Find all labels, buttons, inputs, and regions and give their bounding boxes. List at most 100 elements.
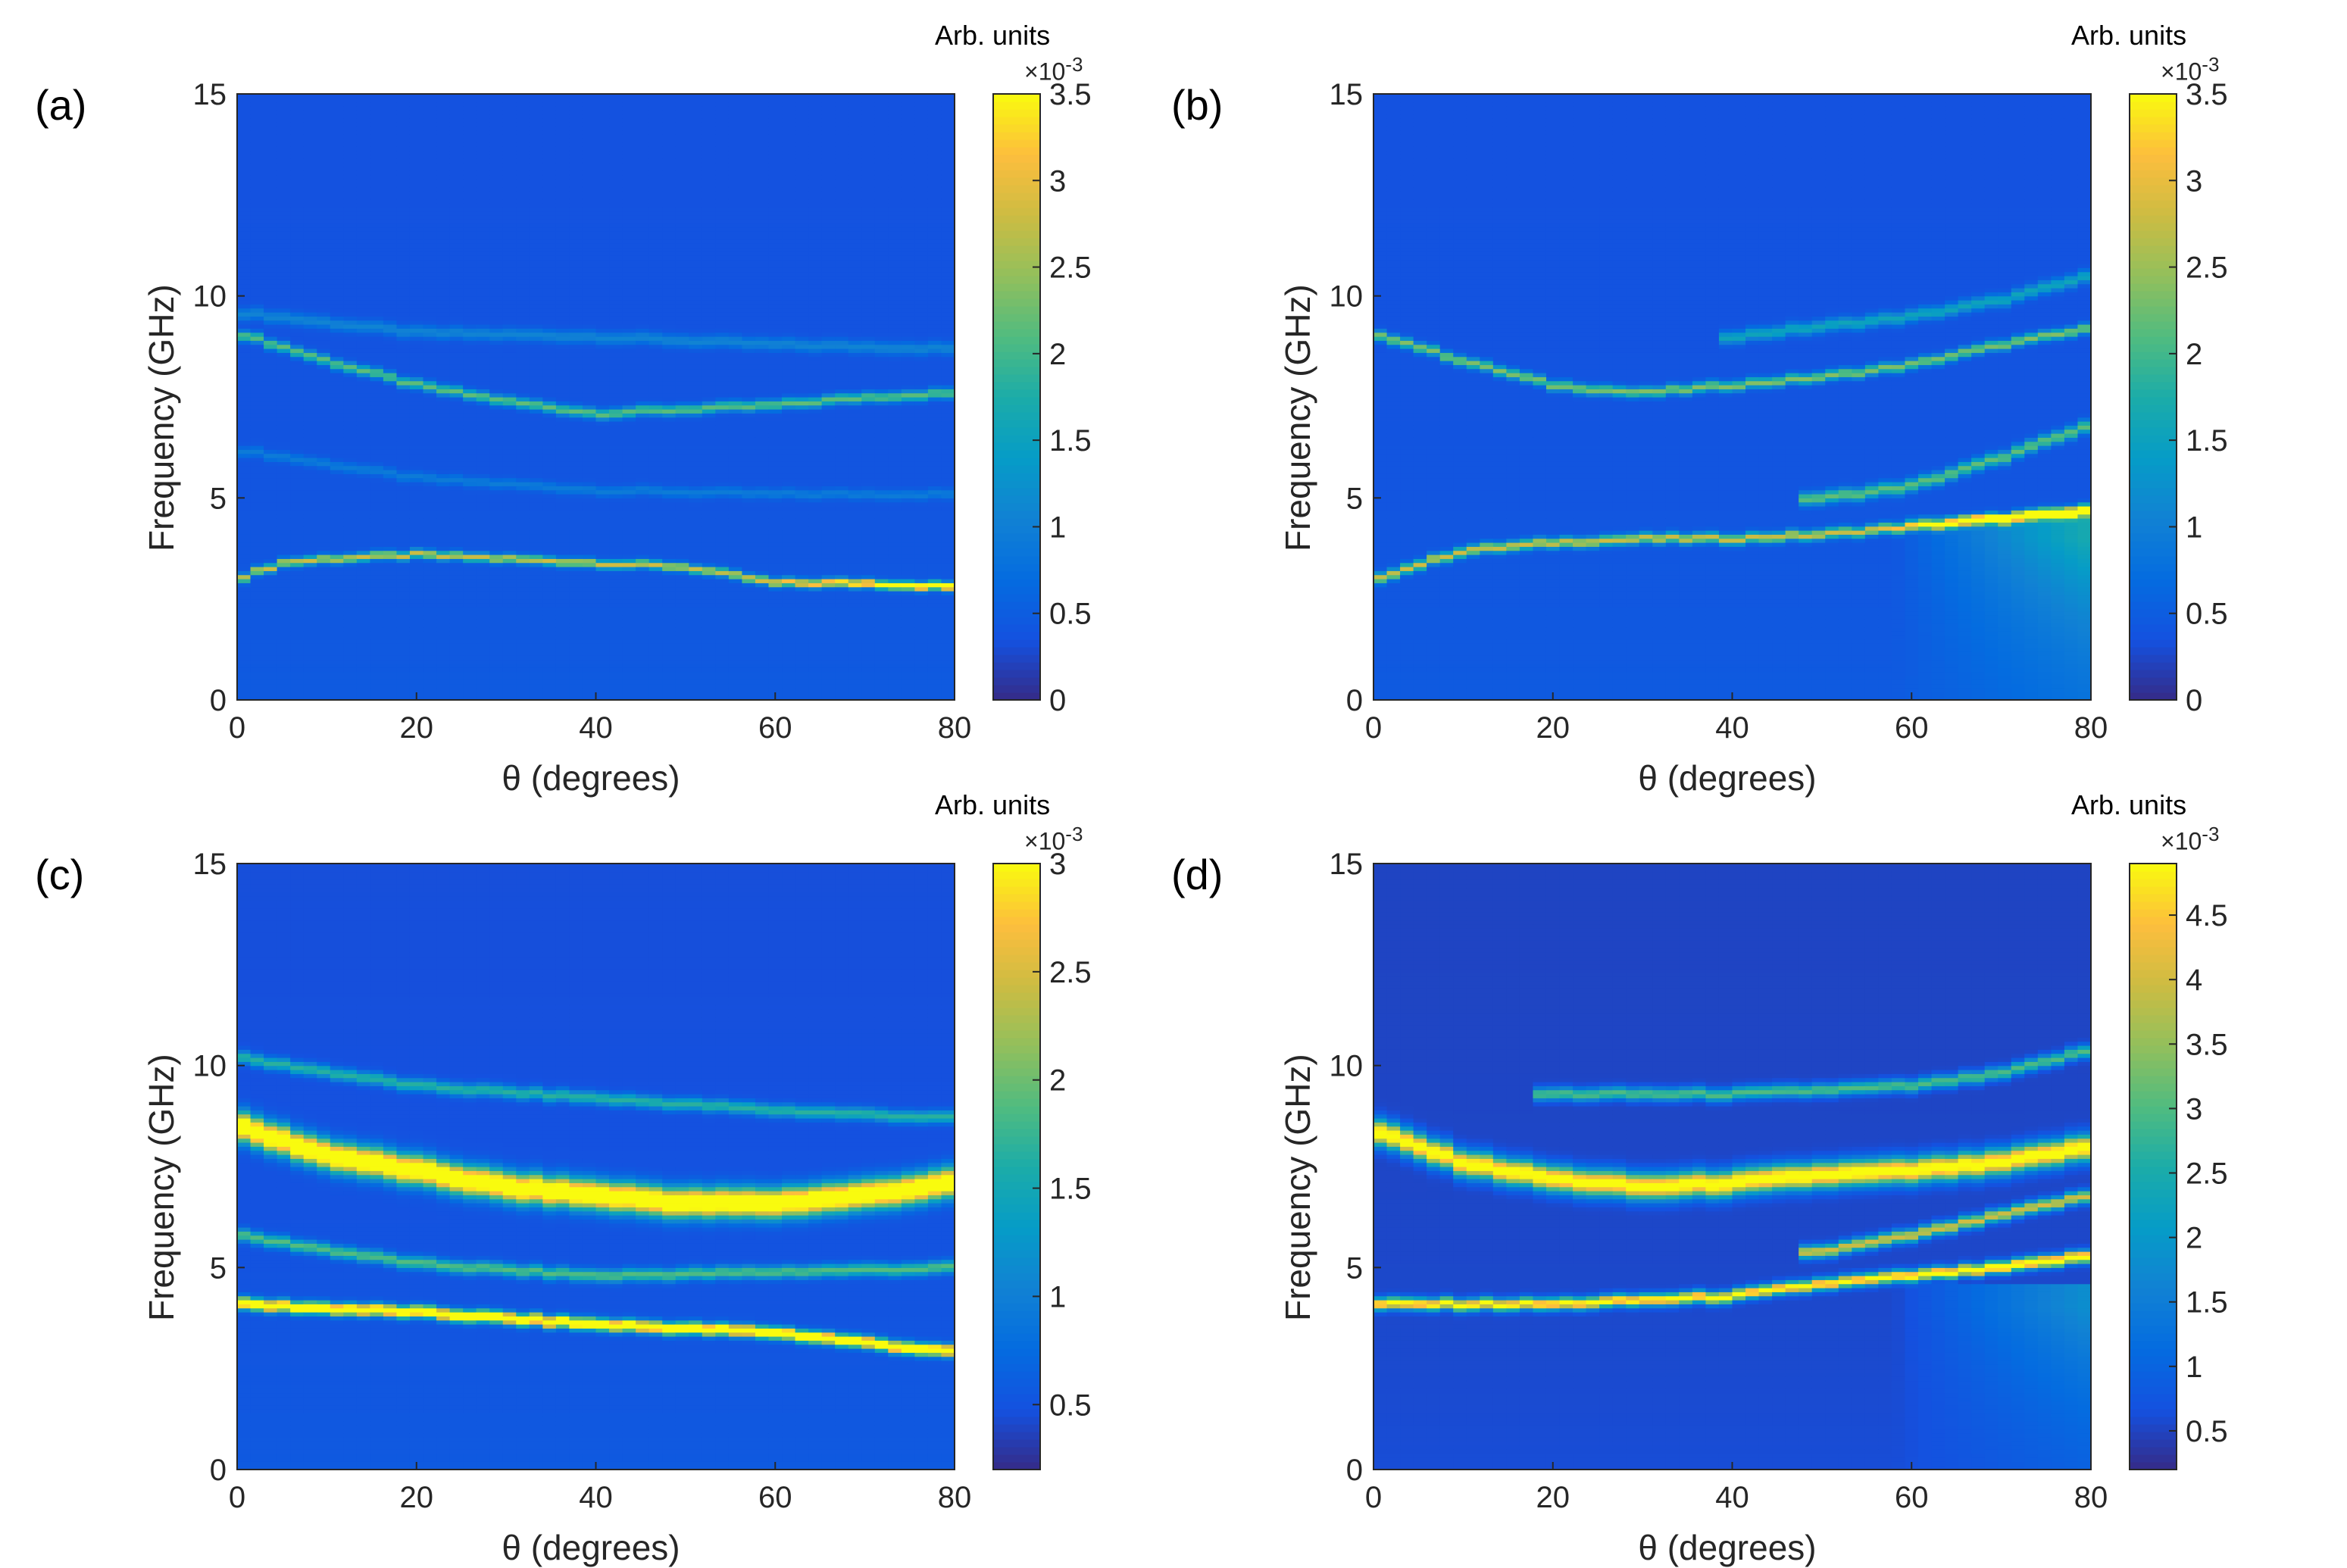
- heatmap-cell: [476, 138, 490, 143]
- heatmap-cell: [356, 433, 370, 438]
- heatmap-cell: [317, 389, 331, 394]
- heatmap-cell: [502, 538, 517, 543]
- heatmap-cell: [489, 449, 504, 454]
- heatmap-cell: [636, 558, 650, 564]
- heatmap-cell: [250, 461, 264, 467]
- heatmap-cell: [330, 583, 344, 588]
- heatmap-cell: [237, 683, 252, 689]
- heatmap-cell: [449, 336, 464, 341]
- heatmap-cell: [330, 219, 344, 224]
- heatmap-cell: [476, 554, 490, 559]
- heatmap-cell: [423, 170, 437, 176]
- heatmap-cell: [436, 276, 451, 280]
- heatmap-cell: [303, 130, 317, 135]
- heatmap-cell: [396, 191, 411, 195]
- heatmap-cell: [582, 150, 597, 155]
- heatmap-cell: [476, 170, 490, 176]
- heatmap-cell: [383, 449, 398, 454]
- heatmap-cell: [636, 251, 650, 256]
- heatmap-cell: [648, 114, 663, 119]
- heatmap-cell: [516, 364, 530, 370]
- heatmap-cell: [489, 514, 504, 519]
- heatmap-cell: [569, 255, 583, 261]
- heatmap-cell: [356, 158, 370, 164]
- heatmap-cell: [290, 655, 305, 661]
- heatmap-cell: [317, 138, 331, 143]
- heatmap-cell: [502, 688, 517, 692]
- heatmap-cell: [436, 264, 451, 268]
- heatmap-cell: [569, 413, 583, 418]
- heatmap-cell: [489, 328, 504, 333]
- heatmap-cell: [463, 203, 477, 208]
- heatmap-cell: [277, 676, 291, 680]
- heatmap-cell: [237, 183, 252, 188]
- heatmap-cell: [595, 207, 610, 212]
- heatmap-cell: [502, 506, 517, 511]
- heatmap-cell: [343, 385, 358, 389]
- heatmap-cell: [290, 401, 305, 406]
- heatmap-cell: [277, 126, 291, 131]
- heatmap-cell: [343, 586, 358, 592]
- heatmap-cell: [502, 554, 517, 559]
- heatmap-cell: [569, 437, 583, 442]
- heatmap-cell: [436, 570, 451, 576]
- heatmap-cell: [595, 376, 610, 382]
- heatmap-cell: [303, 482, 317, 486]
- heatmap-cell: [436, 518, 451, 523]
- heatmap-cell: [502, 671, 517, 676]
- heatmap-cell: [622, 102, 636, 107]
- heatmap-cell: [595, 494, 610, 498]
- heatmap-cell: [582, 324, 597, 329]
- heatmap-cell: [383, 441, 398, 446]
- heatmap-cell: [290, 336, 305, 341]
- heatmap-cell: [277, 352, 291, 358]
- heatmap-cell: [662, 567, 677, 571]
- heatmap-cell: [317, 332, 331, 337]
- heatmap-cell: [343, 276, 358, 280]
- heatmap-cell: [529, 501, 543, 507]
- heatmap-cell: [662, 550, 677, 555]
- heatmap-cell: [237, 664, 252, 668]
- heatmap-cell: [675, 643, 689, 648]
- heatmap-cell: [264, 498, 278, 503]
- heatmap-cell: [396, 627, 411, 632]
- heatmap-cell: [476, 155, 490, 159]
- heatmap-cell: [343, 389, 358, 394]
- heatmap-cell: [516, 651, 530, 656]
- heatmap-cell: [264, 211, 278, 216]
- heatmap-cell: [636, 385, 650, 389]
- heatmap-cell: [237, 567, 252, 571]
- heatmap-cell: [436, 635, 451, 640]
- heatmap-cell: [463, 134, 477, 139]
- heatmap-cell: [569, 562, 583, 567]
- heatmap-cell: [396, 433, 411, 438]
- heatmap-cell: [529, 659, 543, 664]
- heatmap-cell: [383, 627, 398, 632]
- heatmap-cell: [542, 271, 557, 276]
- heatmap-cell: [555, 562, 570, 567]
- heatmap-cell: [383, 130, 398, 135]
- heatmap-cell: [582, 607, 597, 612]
- heatmap-cell: [330, 397, 344, 401]
- heatmap-cell: [595, 692, 610, 697]
- heatmap-cell: [356, 328, 370, 333]
- heatmap-cell: [622, 243, 636, 248]
- heatmap-cell: [303, 167, 317, 171]
- heatmap-cell: [516, 114, 530, 119]
- heatmap-cell: [569, 489, 583, 495]
- heatmap-cell: [356, 259, 370, 264]
- heatmap-cell: [609, 373, 623, 377]
- heatmap-cell: [516, 259, 530, 264]
- heatmap-cell: [396, 470, 411, 474]
- heatmap-cell: [516, 554, 530, 559]
- heatmap-cell: [423, 126, 437, 131]
- heatmap-cell: [343, 186, 358, 192]
- heatmap-cell: [436, 219, 451, 224]
- heatmap-cell: [370, 679, 384, 685]
- heatmap-cell: [555, 514, 570, 519]
- heatmap-cell: [264, 570, 278, 576]
- heatmap-cell: [237, 146, 252, 151]
- heatmap-cell: [449, 659, 464, 664]
- heatmap-cell: [489, 526, 504, 531]
- heatmap-cell: [370, 692, 384, 697]
